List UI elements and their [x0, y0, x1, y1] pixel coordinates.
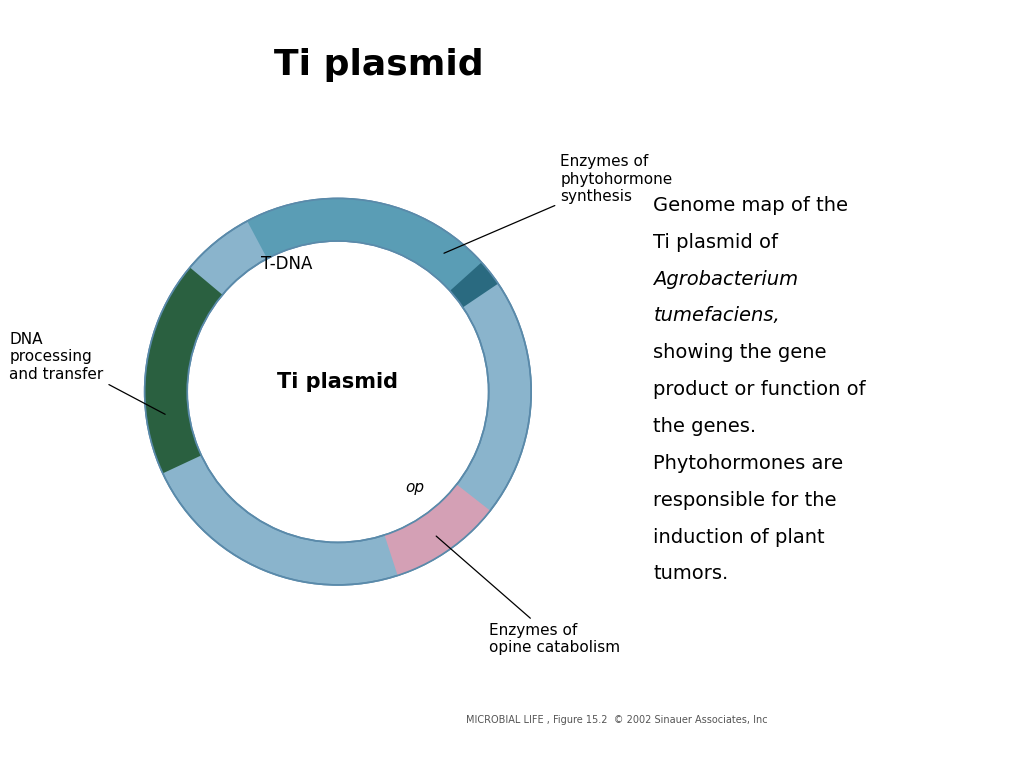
Text: Enzymes of
opine catabolism: Enzymes of opine catabolism [436, 536, 620, 655]
Wedge shape [247, 198, 486, 295]
Text: op: op [404, 480, 424, 495]
Text: Agrobacterium: Agrobacterium [653, 270, 799, 289]
Text: tumefaciens,: tumefaciens, [653, 306, 780, 326]
Wedge shape [384, 485, 490, 575]
Text: responsible for the: responsible for the [653, 491, 837, 510]
Text: MICROBIAL LIFE , Figure 15.2  © 2002 Sinauer Associates, Inc: MICROBIAL LIFE , Figure 15.2 © 2002 Sina… [466, 715, 768, 726]
Wedge shape [144, 198, 531, 585]
Text: showing the gene: showing the gene [653, 343, 826, 362]
Text: Phytohormones are: Phytohormones are [653, 454, 844, 473]
Text: product or function of: product or function of [653, 380, 866, 399]
Text: T-DNA: T-DNA [261, 256, 312, 273]
Wedge shape [144, 267, 222, 473]
Text: Ti plasmid of: Ti plasmid of [653, 233, 778, 252]
Text: tumors.: tumors. [653, 564, 728, 584]
Text: the genes.: the genes. [653, 417, 757, 436]
Text: Ti plasmid: Ti plasmid [274, 48, 483, 82]
Text: Vir: Vir [199, 362, 221, 380]
Text: Genome map of the: Genome map of the [653, 196, 848, 215]
Text: induction of plant: induction of plant [653, 528, 825, 547]
Text: Enzymes of
phytohormone
synthesis: Enzymes of phytohormone synthesis [444, 154, 673, 253]
Wedge shape [450, 263, 498, 307]
Text: Ti plasmid: Ti plasmid [278, 372, 398, 392]
Text: DNA
processing
and transfer: DNA processing and transfer [9, 332, 165, 414]
